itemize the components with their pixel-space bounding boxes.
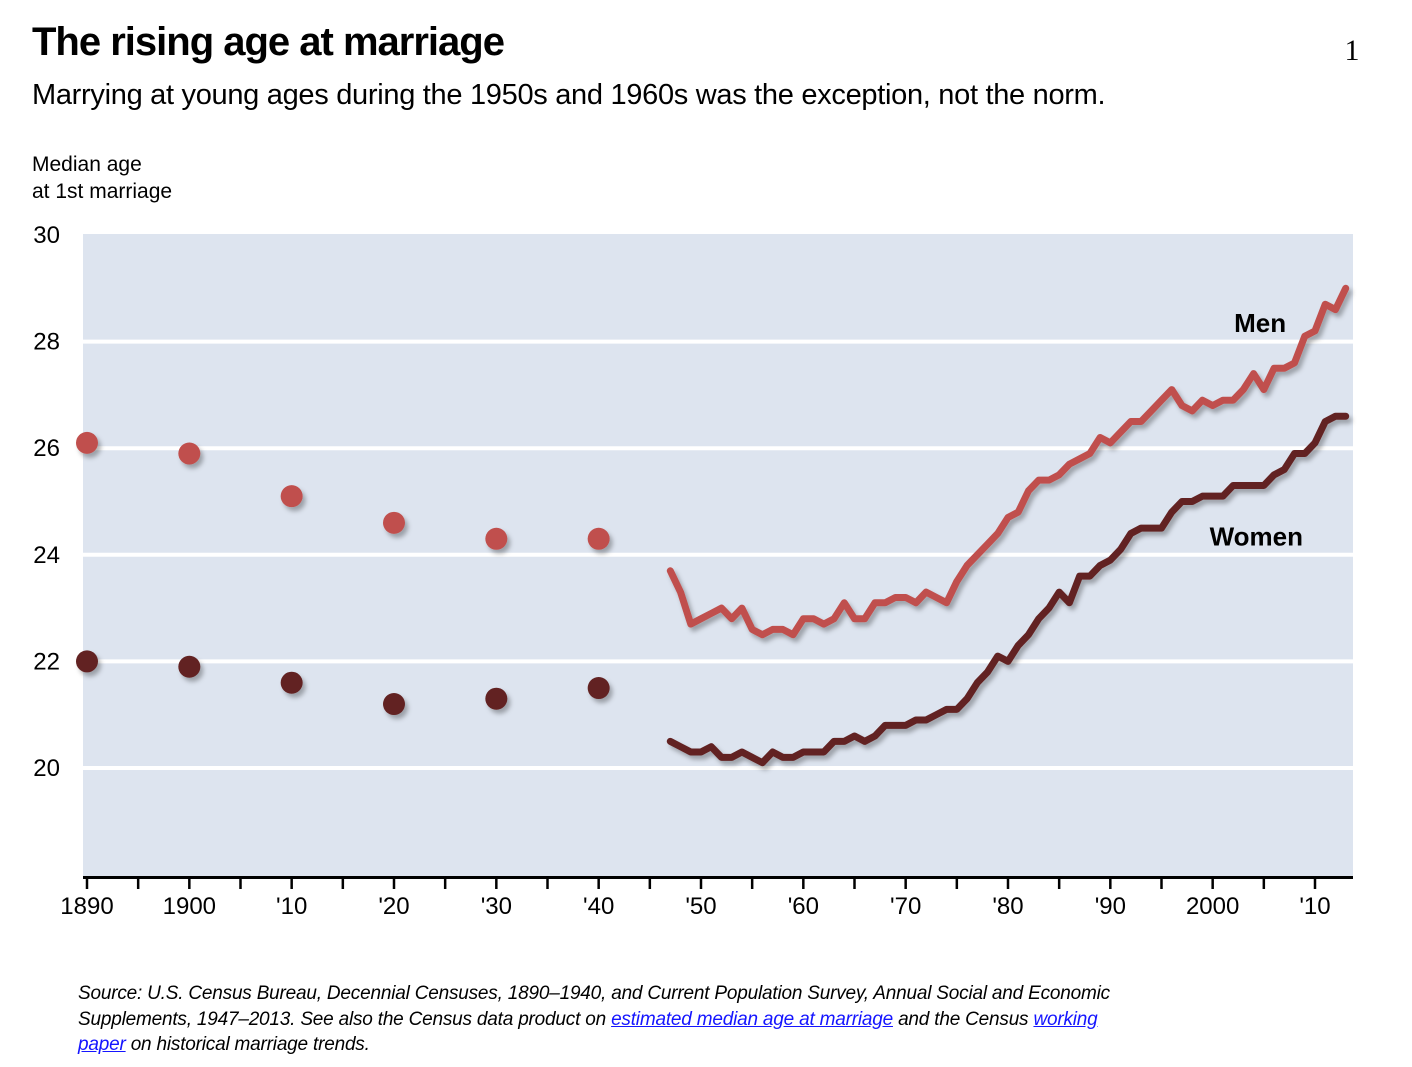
x-tick-label-1950: '50 [685,893,716,920]
y-axis-title-line2: at 1st marriage [32,180,173,203]
x-tick-label-1890: 1890 [60,893,113,920]
y-tick-label-30: 30 [33,222,60,249]
women-scatter-point-1920 [382,693,405,716]
x-tick-label-1960: '60 [788,893,819,920]
men-scatter-point-1910 [280,485,303,508]
women-scatter-point-1940 [587,677,610,700]
source-link[interactable]: estimated median age at marriage [611,1008,893,1030]
source-note: Source: U.S. Census Bureau, Decennial Ce… [78,981,1118,1058]
women-series-label: Women [1210,522,1303,552]
x-tick-label-1980: '80 [992,893,1023,920]
women-scatter-point-1890 [76,650,98,673]
men-scatter-point-1900 [178,442,201,465]
y-tick-label-26: 26 [33,435,60,462]
men-series-label: Men [1234,308,1286,338]
page-title: The rising age at marriage [32,20,505,64]
women-scatter-point-1930 [485,687,508,710]
women-scatter-point-1910 [280,671,303,694]
men-scatter-point-1890 [76,431,98,454]
y-tick-label-28: 28 [33,329,60,356]
page-number: 1 [1344,34,1360,67]
y-tick-label-22: 22 [33,648,60,675]
x-tick-label-1930: '30 [481,893,512,920]
x-tick-label-1910: '10 [276,893,307,920]
source-text: Source: U.S. Census Bureau, Decennial Ce… [78,983,1110,1030]
source-text: on historical marriage trends. [125,1034,370,1055]
women-scatter-point-1900 [178,655,201,678]
men-scatter-point-1930 [485,527,508,550]
y-tick-label-20: 20 [33,755,60,782]
x-tick-label-1990: '90 [1095,893,1126,920]
source-link[interactable]: working paper [78,1008,1098,1056]
men-scatter-point-1940 [587,527,610,550]
x-tick-label-1920: '20 [378,893,409,920]
men-scatter-point-1920 [382,511,405,534]
x-tick-label-2000: 2000 [1186,893,1239,920]
x-tick-label-1940: '40 [583,893,614,920]
women-line [666,412,1350,767]
men-line [666,284,1350,639]
x-tick-label-1970: '70 [890,893,921,920]
y-axis-title: Median age at 1st marriage [32,151,172,205]
y-axis-title-line1: Median age [32,153,142,176]
x-tick-label-2010: '10 [1299,893,1330,920]
x-tick-label-1900: 1900 [163,893,216,920]
page-subtitle: Marrying at young ages during the 1950s … [32,79,1106,111]
source-text: and the Census [892,1008,1034,1030]
y-tick-label-24: 24 [33,542,60,569]
